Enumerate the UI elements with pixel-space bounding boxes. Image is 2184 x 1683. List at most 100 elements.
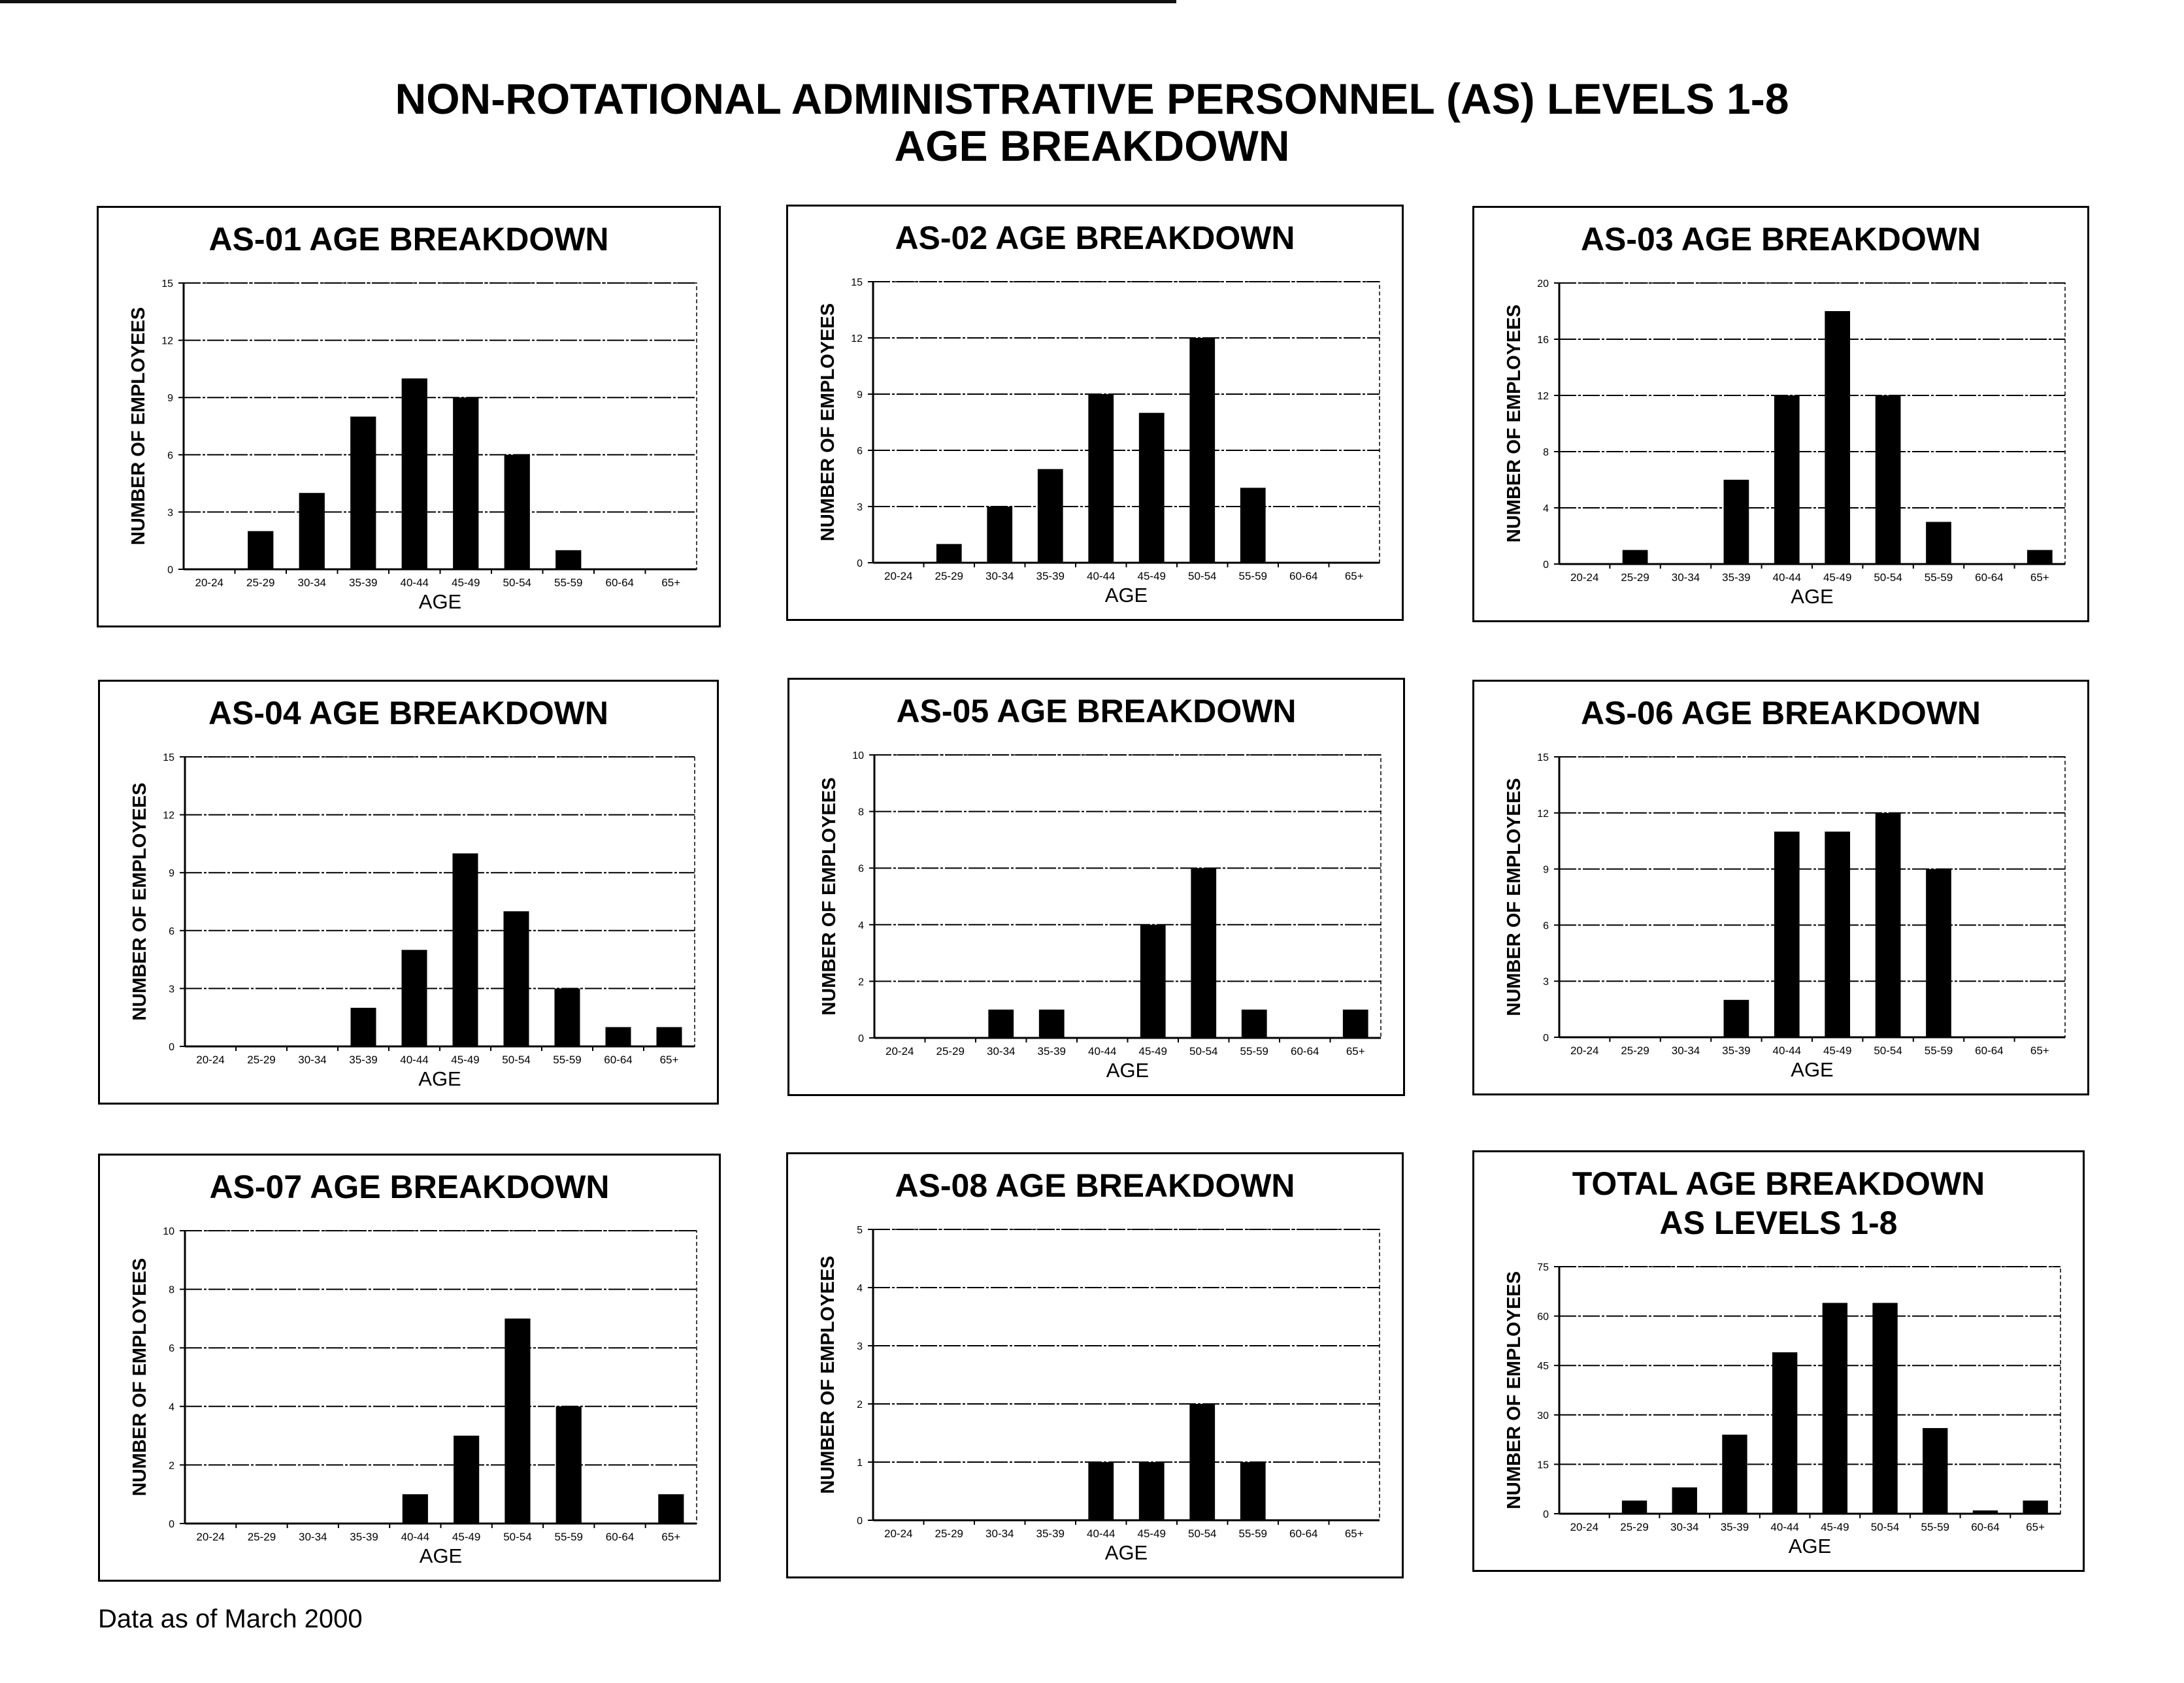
- x-tick-label: 60-64: [604, 1054, 632, 1066]
- page-title-line-1: NON-ROTATIONAL ADMINISTRATIVE PERSONNEL …: [395, 75, 1789, 123]
- y-tick-label: 15: [1537, 1459, 1549, 1471]
- x-tick-label: 50-54: [1188, 570, 1216, 582]
- x-tick-label: 20-24: [1570, 1044, 1598, 1057]
- y-tick-label: 9: [169, 868, 174, 879]
- bar: [656, 1027, 682, 1046]
- x-tick-label: 40-44: [1770, 1521, 1798, 1533]
- bar: [1774, 395, 1800, 564]
- x-tick-label: 30-34: [987, 1045, 1015, 1058]
- y-tick-label: 10: [852, 750, 864, 761]
- x-tick-label: 35-39: [1038, 1045, 1066, 1058]
- bar: [1723, 480, 1749, 564]
- x-tick-label: 35-39: [1721, 1521, 1749, 1533]
- bar: [1972, 1510, 1998, 1514]
- x-tick-label: 60-64: [1291, 1045, 1319, 1058]
- chart-panel: AS-07 AGE BREAKDOWN 0 2 4 6 8 10 20-24 25-29 30-3…: [98, 1154, 721, 1582]
- bar: [453, 397, 479, 569]
- x-tick-label: 35-39: [1036, 570, 1065, 582]
- x-axis-label: AGE: [419, 590, 461, 613]
- y-tick-label: 75: [1537, 1262, 1549, 1273]
- x-tick-label: 50-54: [1871, 1521, 1899, 1533]
- x-tick-label: 25-29: [936, 1045, 965, 1058]
- x-tick-label: 55-59: [555, 1531, 583, 1543]
- y-tick-label: 4: [1543, 503, 1549, 514]
- chart-panel: AS-08 AGE BREAKDOWN 0 1 2 3 4 5 20-24 25-29 30-34…: [786, 1152, 1404, 1578]
- chart-panel: AS-05 AGE BREAKDOWN 0 2 4 6 8 10 20-24 25-29 30-3…: [787, 678, 1405, 1096]
- plot-frame: [184, 756, 695, 1047]
- y-tick-label: 0: [167, 565, 173, 576]
- bar: [350, 416, 376, 569]
- top-edge-line: [0, 0, 1176, 3]
- bar: [454, 1435, 480, 1524]
- x-axis-label: AGE: [1789, 1535, 1831, 1558]
- x-tick-label: 65+: [2026, 1521, 2045, 1533]
- x-axis-label: AGE: [418, 1067, 461, 1090]
- bar: [1722, 1435, 1747, 1514]
- bar: [1088, 394, 1114, 563]
- x-tick-label: 25-29: [248, 1531, 276, 1543]
- y-tick-label: 4: [857, 1283, 863, 1294]
- x-tick-label: 65+: [1345, 570, 1364, 582]
- x-tick-label: 60-64: [1975, 571, 2003, 584]
- bar: [1189, 338, 1216, 563]
- bar: [987, 507, 1013, 563]
- page-title-line-2: AGE BREAKDOWN: [894, 122, 1290, 170]
- y-axis-label: NUMBER OF EMPLOYEES: [818, 1256, 838, 1493]
- y-tick-label: 8: [1543, 447, 1549, 458]
- y-tick-label: 15: [161, 278, 173, 290]
- bar: [1240, 1462, 1266, 1520]
- y-tick-label: 15: [163, 752, 174, 763]
- y-tick-label: 8: [169, 1285, 174, 1296]
- y-tick-label: 12: [163, 810, 174, 822]
- bar-chart: 0 2 4 6 8 10 20-24 25-29 30-34 35-39 40-44 45-49 50-…: [819, 750, 1382, 1082]
- bar: [1138, 412, 1165, 563]
- x-tick-label: 50-54: [502, 1054, 530, 1066]
- y-axis-label: NUMBER OF EMPLOYEES: [128, 307, 149, 545]
- x-tick-label: 50-54: [503, 576, 531, 589]
- y-tick-label: 0: [857, 558, 863, 569]
- chart-panel: AS-02 AGE BREAKDOWN 0 3 6 9 12 15 20-24 25-29 30-…: [786, 205, 1404, 621]
- y-tick-label: 3: [1543, 976, 1549, 988]
- x-tick-label: 65+: [1345, 1527, 1364, 1540]
- y-tick-label: 2: [858, 976, 864, 988]
- y-tick-label: 3: [857, 1341, 863, 1352]
- x-tick-label: 50-54: [1188, 1527, 1216, 1540]
- y-tick-label: 60: [1537, 1312, 1549, 1323]
- y-tick-label: 0: [1543, 559, 1549, 571]
- plot-frame: [874, 754, 1382, 1039]
- x-tick-label: 45-49: [452, 1531, 480, 1543]
- bar: [503, 911, 529, 1046]
- x-tick-label: 30-34: [1670, 1521, 1698, 1533]
- x-tick-label: 45-49: [1138, 1527, 1166, 1540]
- y-tick-label: 4: [169, 1402, 174, 1413]
- x-tick-label: 45-49: [1821, 1521, 1849, 1533]
- x-tick-label: 60-64: [1971, 1521, 1999, 1533]
- bar: [1825, 311, 1851, 564]
- bar: [658, 1494, 684, 1524]
- x-tick-label: 45-49: [1823, 1044, 1851, 1057]
- x-tick-label: 50-54: [1189, 1045, 1217, 1058]
- x-tick-label: 45-49: [1823, 571, 1851, 584]
- x-tick-label: 65+: [2030, 571, 2049, 584]
- y-axis-label: NUMBER OF EMPLOYEES: [1504, 778, 1525, 1016]
- bar: [1875, 812, 1901, 1037]
- chart-title: AS-08 AGE BREAKDOWN: [895, 1167, 1295, 1204]
- x-tick-label: 45-49: [452, 576, 480, 589]
- x-tick-label: 60-64: [1289, 1527, 1317, 1540]
- bar: [504, 454, 530, 569]
- x-tick-label: 45-49: [451, 1054, 479, 1066]
- x-tick-label: 55-59: [554, 576, 582, 589]
- x-axis-label: AGE: [1791, 585, 1833, 608]
- x-tick-label: 55-59: [1921, 1521, 1949, 1533]
- x-axis-label: AGE: [1105, 584, 1148, 607]
- x-tick-label: 20-24: [884, 570, 912, 582]
- bar: [2023, 1500, 2048, 1514]
- x-tick-label: 55-59: [1239, 1527, 1267, 1540]
- chart-title: AS-01 AGE BREAKDOWN: [208, 221, 609, 258]
- y-tick-label: 12: [851, 333, 863, 344]
- chart-title: AS-03 AGE BREAKDOWN: [1580, 221, 1981, 258]
- x-tick-label: 60-64: [1289, 570, 1317, 582]
- y-axis-label: NUMBER OF EMPLOYEES: [819, 777, 840, 1015]
- x-tick-label: 65+: [661, 1531, 680, 1543]
- y-tick-label: 9: [1543, 865, 1549, 876]
